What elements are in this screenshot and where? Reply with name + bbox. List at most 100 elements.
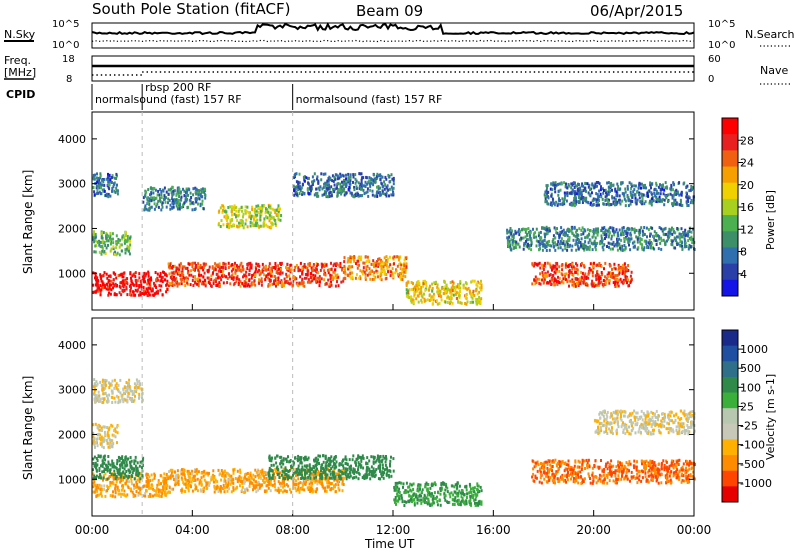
scatter-cell xyxy=(104,472,107,476)
scatter-cell xyxy=(110,288,113,292)
scatter-cell xyxy=(222,474,225,478)
scatter-cell xyxy=(371,269,373,273)
scatter-cell xyxy=(454,292,457,296)
scatter-cell xyxy=(294,187,297,190)
scatter-cell xyxy=(651,182,654,186)
scatter-cell xyxy=(151,187,154,191)
scatter-cell xyxy=(258,264,261,268)
scatter-cell xyxy=(514,231,517,235)
scatter-cell xyxy=(589,262,592,266)
scatter-cell xyxy=(633,231,636,235)
scatter-cell xyxy=(195,469,198,473)
scatter-cell xyxy=(311,481,314,485)
scatter-cell xyxy=(511,243,514,247)
scatter-cell xyxy=(370,262,373,266)
scatter-cell xyxy=(342,476,345,480)
scatter-cell xyxy=(580,270,583,274)
scatter-cell xyxy=(553,281,555,285)
scatter-cell xyxy=(220,219,223,223)
scatter-cell xyxy=(562,241,565,245)
scatter-cell xyxy=(642,184,645,188)
scatter-cell xyxy=(120,488,123,492)
scatter-cell xyxy=(158,196,161,200)
scatter-cell xyxy=(657,234,660,238)
scatter-cell xyxy=(471,296,474,300)
scatter-cell xyxy=(92,173,95,177)
scatter-cell xyxy=(179,273,182,277)
scatter-cell xyxy=(183,265,186,269)
scatter-cell xyxy=(263,470,265,474)
scatter-cell xyxy=(297,269,300,273)
scatter-cell xyxy=(184,284,187,287)
scatter-cell xyxy=(459,280,462,284)
scatter-cell xyxy=(200,480,203,484)
scatter-cell xyxy=(238,207,241,211)
scatter-cell xyxy=(106,484,109,488)
scatter-cell xyxy=(470,280,473,284)
scatter-cell xyxy=(630,270,633,274)
scatter-cell xyxy=(565,272,568,276)
scatter-cell xyxy=(568,202,571,206)
scatter-cell xyxy=(403,264,406,268)
scatter-cell xyxy=(338,190,341,194)
scatter-cell xyxy=(160,208,163,212)
scatter-cell xyxy=(478,296,481,299)
scatter-cell xyxy=(224,262,227,266)
scatter-cell xyxy=(638,196,641,200)
scatter-cell xyxy=(168,281,171,285)
scatter-cell xyxy=(603,226,606,229)
scatter-cell xyxy=(275,213,278,217)
scatter-cell xyxy=(92,290,95,294)
scatter-cell xyxy=(588,266,591,270)
scatter-cell xyxy=(555,200,558,204)
scatter-cell xyxy=(468,289,471,293)
scatter-cell xyxy=(345,177,348,181)
scatter-cell xyxy=(288,488,291,492)
scatter-cell xyxy=(298,187,301,191)
scatter-cell xyxy=(277,204,280,208)
scatter-cell xyxy=(208,483,211,487)
scatter-cell xyxy=(261,262,264,266)
scatter-cell xyxy=(410,300,413,304)
scatter-cell xyxy=(561,197,564,201)
scatter-cell xyxy=(233,282,236,285)
scatter-cell xyxy=(627,237,630,241)
scatter-cell xyxy=(566,245,569,249)
scatter-cell xyxy=(365,260,368,264)
scatter-cell xyxy=(195,192,198,196)
scatter-cell xyxy=(403,262,406,266)
scatter-cell xyxy=(177,198,180,202)
scatter-cell xyxy=(558,265,561,269)
scatter-cell xyxy=(621,233,624,237)
scatter-cell xyxy=(224,479,227,483)
scatter-cell xyxy=(351,277,354,281)
scatter-cell xyxy=(112,271,115,275)
scatter-cell xyxy=(625,237,628,241)
scatter-cell xyxy=(339,175,342,178)
scatter-cell xyxy=(287,269,290,273)
scatter-cell xyxy=(635,202,638,206)
scatter-cell xyxy=(418,282,421,285)
scatter-cell xyxy=(598,262,601,265)
scatter-cell xyxy=(258,483,261,487)
scatter-cell xyxy=(171,185,174,189)
scatter-cell xyxy=(265,265,267,269)
scatter-cell xyxy=(251,221,254,225)
scatter-cell xyxy=(264,211,267,215)
scatter-cell xyxy=(279,281,282,285)
nsky-tick-bottom: 10^0 xyxy=(52,40,79,51)
scatter-cell xyxy=(222,223,225,227)
scatter-cell xyxy=(165,196,167,200)
scatter-cell xyxy=(551,274,554,278)
scatter-cell xyxy=(606,245,608,248)
scatter-cell xyxy=(99,174,102,178)
scatter-cell xyxy=(106,489,109,493)
scatter-cell xyxy=(543,273,546,277)
scatter-cell xyxy=(197,284,200,288)
cpid-label: CPID xyxy=(6,88,35,101)
scatter-cell xyxy=(374,264,377,268)
scatter-cell xyxy=(128,246,131,250)
scatter-cell xyxy=(423,292,425,296)
scatter-cell xyxy=(100,234,103,237)
scatter-cell xyxy=(160,489,163,493)
